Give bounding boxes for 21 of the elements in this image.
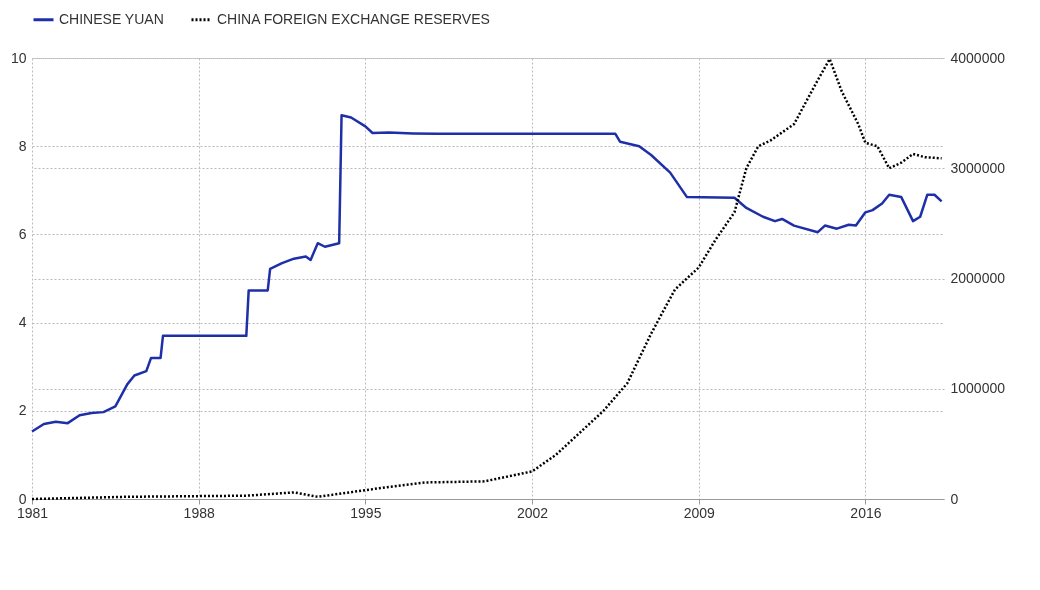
y2-tick-label: 2000000 bbox=[950, 270, 1006, 286]
y2-tick-label: 1000000 bbox=[950, 380, 1006, 397]
y-tick-label: 8 bbox=[18, 137, 27, 154]
y-tick-label: 10 bbox=[10, 49, 27, 66]
y2-tick-label: 4000000 bbox=[950, 49, 1006, 66]
x-tick-label: 1981 bbox=[16, 504, 49, 521]
y-tick-label: 4 bbox=[18, 314, 27, 331]
line-series bbox=[30, 57, 943, 501]
x-tick-label: 1988 bbox=[183, 504, 215, 521]
legend-label: CHINA FOREIGN EXCHANGE RESERVES bbox=[217, 10, 490, 27]
legend-label: CHINESE YUAN bbox=[59, 10, 164, 27]
y-tick-label: 0 bbox=[18, 490, 27, 507]
line-series bbox=[30, 114, 943, 433]
x-tick-label: 2009 bbox=[683, 504, 716, 521]
x-tick-label: 2016 bbox=[850, 504, 882, 521]
y2-tick-label: 0 bbox=[950, 490, 959, 507]
y-tick-label: 2 bbox=[18, 402, 27, 419]
x-tick-label: 2002 bbox=[516, 504, 549, 521]
y-tick-label: 6 bbox=[18, 225, 27, 242]
y2-tick-label: 3000000 bbox=[950, 159, 1006, 176]
x-tick-label: 1995 bbox=[350, 504, 382, 521]
